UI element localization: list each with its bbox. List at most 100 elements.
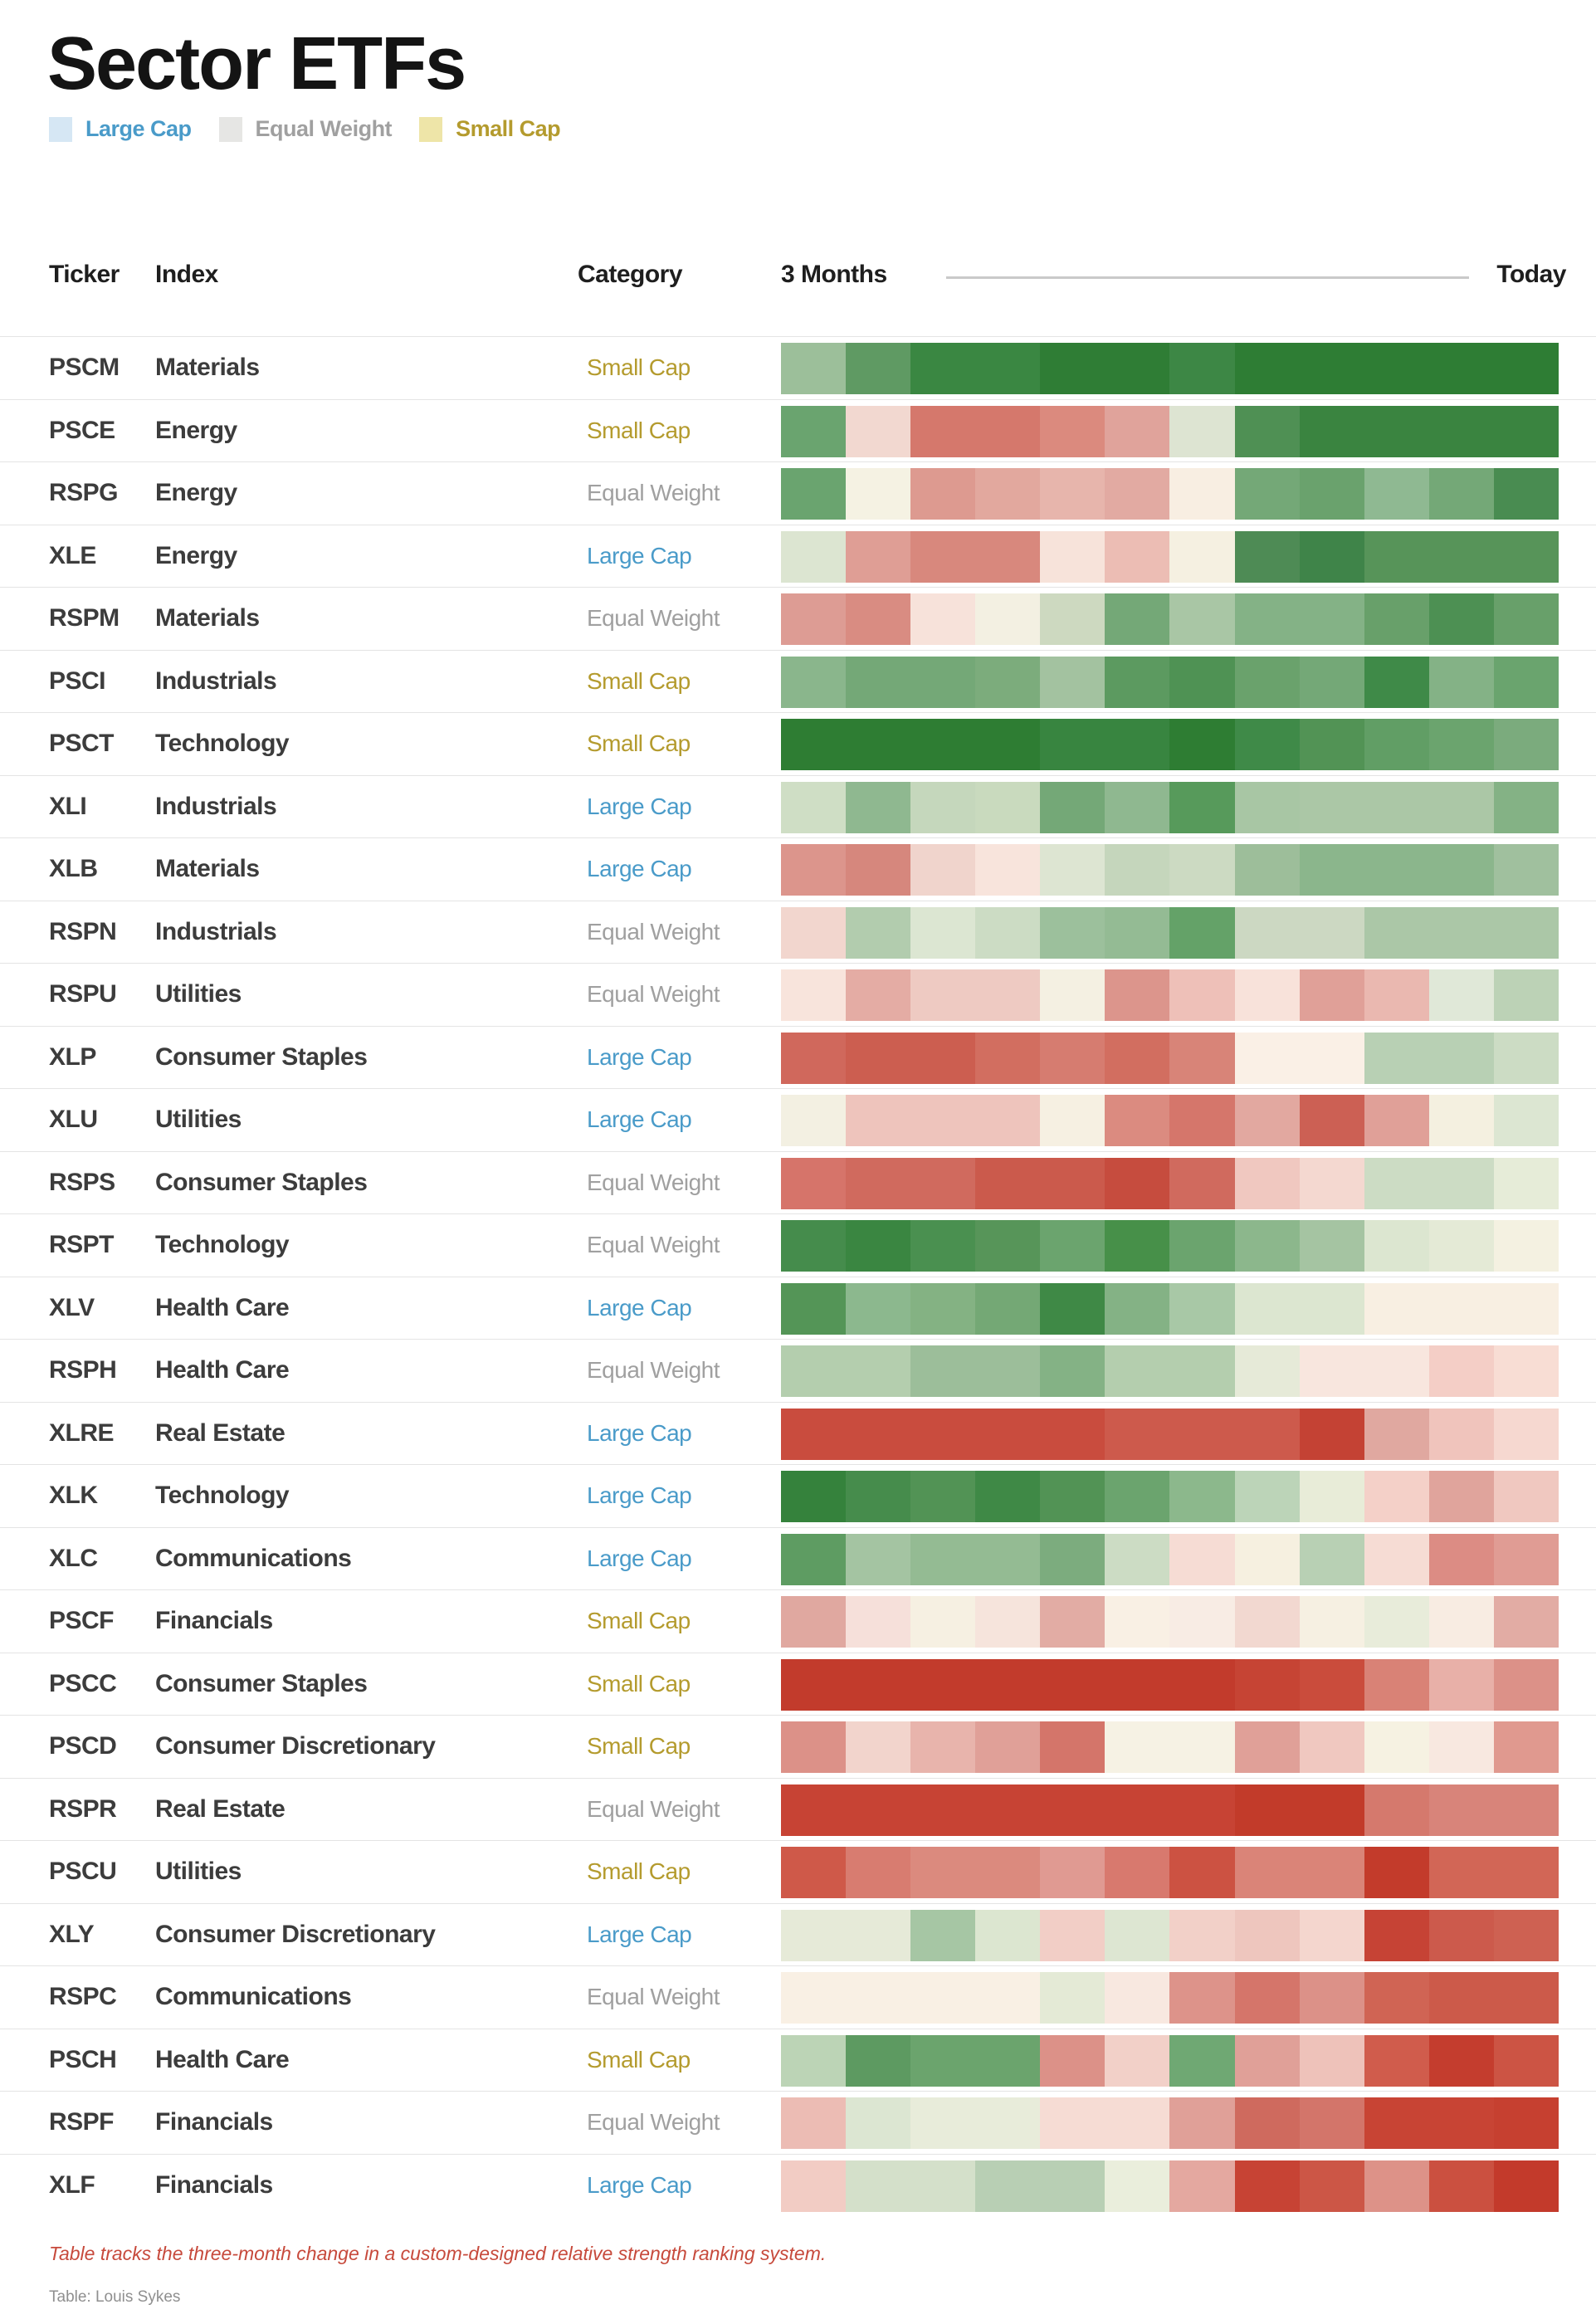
heatmap-cell-rspu-1 (781, 969, 847, 1021)
heatmap-cell-psci-9 (1299, 656, 1364, 708)
heatmap-cell-rsps-3 (910, 1157, 976, 1209)
legend-swatch-equal-weight (218, 116, 242, 142)
index-cell: Utilities (155, 980, 242, 1008)
heatmap-cell-psct-9 (1299, 719, 1364, 770)
index-cell: Communications (155, 1983, 352, 2011)
ticker-cell: PSCM (49, 354, 120, 382)
heatmap-cell-rspf-10 (1364, 2097, 1429, 2149)
heatmap-cell-pscc-7 (1169, 1658, 1235, 1711)
heatmap-cell-psci-4 (975, 656, 1041, 708)
heatmap-cell-xly-9 (1299, 1909, 1364, 1961)
table-row-pscm: PSCM Materials Small Cap (0, 336, 1596, 399)
heatmap-cell-rspr-10 (1364, 1784, 1429, 1836)
heatmap-cell-rspn-1 (781, 906, 847, 959)
heatmap-cell-rspn-3 (910, 906, 976, 959)
heatmap-cell-xlc-2 (846, 1533, 911, 1585)
heatmap-cell-rspr-8 (1234, 1784, 1300, 1836)
heatmap-cell-xlb-6 (1105, 844, 1170, 896)
heatmap-cell-pscf-4 (975, 1596, 1041, 1648)
heatmap-strip (781, 405, 1559, 457)
heatmap-cell-rspg-3 (910, 468, 976, 520)
heatmap-cell-pscu-1 (781, 1847, 847, 1898)
heatmap-cell-rsph-6 (1105, 1345, 1170, 1397)
heatmap-cell-pscf-8 (1234, 1596, 1300, 1648)
ticker-cell: XLB (49, 855, 98, 883)
heatmap-cell-rsph-2 (846, 1345, 911, 1397)
table-row-xle: XLE Energy Large Cap (0, 524, 1596, 588)
heatmap-cell-rspt-8 (1234, 1220, 1300, 1272)
heatmap-cell-rspg-12 (1493, 468, 1559, 520)
heatmap-cell-xlf-11 (1428, 2160, 1494, 2212)
heatmap-cell-rspm-3 (910, 593, 976, 645)
heatmap-cell-xlc-11 (1428, 1533, 1494, 1585)
heatmap-cell-xle-10 (1364, 530, 1429, 583)
heatmap-cell-xly-11 (1428, 1909, 1494, 1961)
index-cell: Consumer Discretionary (155, 1732, 436, 1760)
heatmap-cell-pscu-6 (1105, 1847, 1170, 1898)
heatmap-cell-rspt-5 (1040, 1220, 1105, 1272)
heatmap-cell-rsph-11 (1428, 1345, 1494, 1397)
heatmap-cell-rspn-7 (1169, 906, 1235, 959)
category-cell: Large Cap (587, 1106, 692, 1133)
heatmap-cell-xlk-7 (1169, 1471, 1235, 1522)
heatmap-cell-psch-11 (1428, 2034, 1494, 2087)
heatmap-cell-psce-9 (1299, 405, 1364, 457)
category-cell: Large Cap (587, 542, 692, 569)
heatmap-strip (781, 1533, 1559, 1585)
heatmap-cell-pscd-4 (975, 1721, 1041, 1773)
heatmap-cell-xlc-1 (781, 1533, 847, 1585)
heatmap-cell-xlf-7 (1169, 2160, 1235, 2212)
heatmap-strip (781, 1157, 1559, 1209)
heatmap-cell-xlc-6 (1105, 1533, 1170, 1585)
header-index: Index (155, 261, 218, 288)
table-row-xlb: XLB Materials Large Cap (0, 837, 1596, 901)
ticker-cell: RSPF (49, 2108, 115, 2136)
heatmap-strip (781, 2097, 1559, 2149)
heatmap-cell-xly-7 (1169, 1909, 1235, 1961)
heatmap-cell-psce-11 (1428, 405, 1494, 457)
header-range-start: 3 Months (781, 261, 887, 288)
heatmap-cell-pscu-4 (975, 1847, 1041, 1898)
heatmap-cell-rspt-7 (1169, 1220, 1235, 1272)
heatmap-cell-xlre-1 (781, 1408, 847, 1460)
heatmap-cell-rsph-4 (975, 1345, 1041, 1397)
heatmap-cell-rspc-2 (846, 1972, 911, 2024)
heatmap-cell-rspt-9 (1299, 1220, 1364, 1272)
heatmap-cell-xlv-11 (1428, 1282, 1494, 1335)
heatmap-cell-rspc-9 (1299, 1972, 1364, 2024)
heatmap-cell-pscf-10 (1364, 1596, 1429, 1648)
index-cell: Materials (155, 855, 260, 883)
index-cell: Utilities (155, 1106, 242, 1134)
heatmap-cell-psci-12 (1493, 656, 1559, 708)
heatmap-cell-rspg-9 (1299, 468, 1364, 520)
heatmap-cell-pscd-8 (1234, 1721, 1300, 1773)
heatmap-cell-xlu-9 (1299, 1095, 1364, 1146)
index-cell: Consumer Staples (155, 1669, 368, 1697)
heatmap-cell-xlf-4 (975, 2160, 1041, 2212)
heatmap-cell-xli-8 (1234, 781, 1300, 833)
index-cell: Real Estate (155, 1794, 286, 1823)
heatmap-cell-psce-1 (781, 405, 847, 457)
ticker-cell: XLI (49, 792, 87, 820)
category-cell: Large Cap (587, 856, 692, 882)
heatmap-cell-rsps-7 (1169, 1157, 1235, 1209)
heatmap-cell-xly-6 (1105, 1909, 1170, 1961)
heatmap-cell-rspf-9 (1299, 2097, 1364, 2149)
heatmap-cell-xly-12 (1493, 1909, 1559, 1961)
heatmap-cell-xlf-1 (781, 2160, 847, 2212)
heatmap-cell-rsps-6 (1105, 1157, 1170, 1209)
ticker-cell: PSCU (49, 1858, 117, 1886)
heatmap-cell-xlf-5 (1040, 2160, 1105, 2212)
index-cell: Energy (155, 416, 237, 444)
heatmap-cell-xlv-12 (1493, 1282, 1559, 1335)
heatmap-cell-xlb-5 (1040, 844, 1105, 896)
heatmap-cell-xlu-7 (1169, 1095, 1235, 1146)
heatmap-strip (781, 1847, 1559, 1898)
heatmap-cell-rspu-5 (1040, 969, 1105, 1021)
heatmap-cell-xlu-3 (910, 1095, 976, 1146)
heatmap-cell-rsps-11 (1428, 1157, 1494, 1209)
heatmap-cell-xlu-11 (1428, 1095, 1494, 1146)
heatmap-cell-rspu-7 (1169, 969, 1235, 1021)
heatmap-cell-pscm-2 (846, 343, 911, 394)
heatmap-strip (781, 1408, 1559, 1460)
